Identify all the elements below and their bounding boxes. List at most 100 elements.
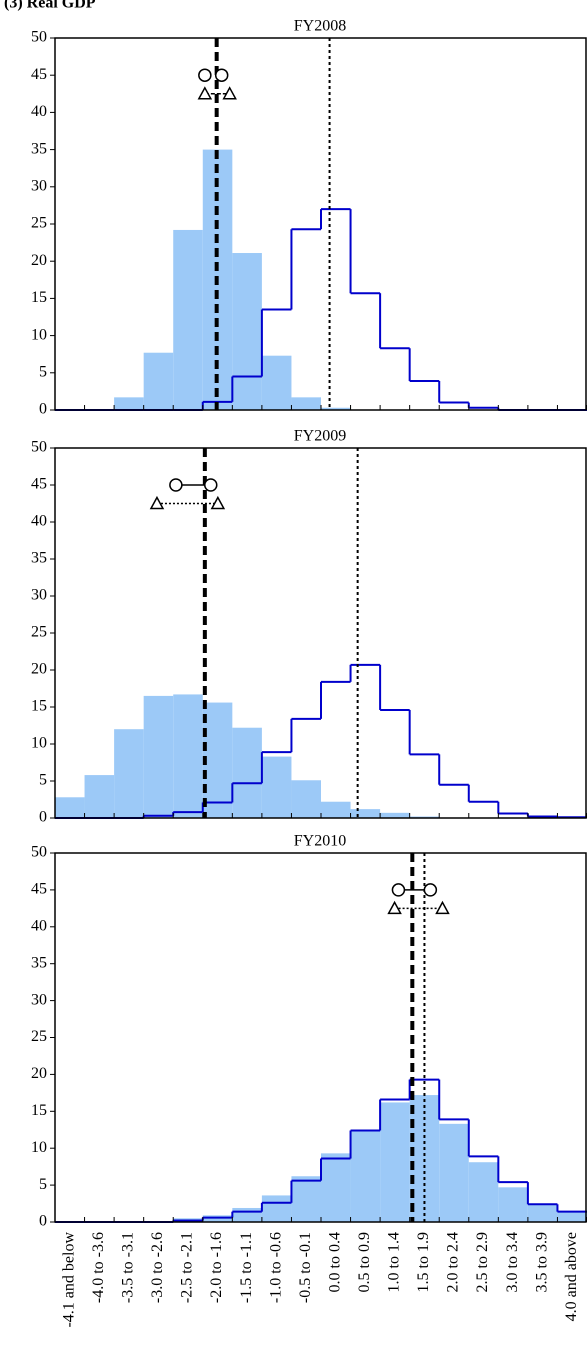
panel-title: FY2008 (294, 18, 346, 35)
y-tick-label: 0 (39, 809, 47, 826)
marker-triangle (222, 86, 237, 100)
y-tick-label: 25 (31, 1028, 47, 1045)
bar (350, 809, 381, 818)
bar (114, 397, 144, 410)
bar (202, 1215, 233, 1222)
y-tick-label: 50 (31, 439, 47, 456)
bar (232, 253, 262, 410)
x-tick-label: 4.0 and above (563, 1232, 580, 1321)
x-tick-label: -3.0 to -2.6 (149, 1232, 166, 1303)
bar (143, 352, 174, 410)
bar (202, 702, 233, 818)
bar (439, 1123, 469, 1222)
y-tick-label: 40 (31, 917, 47, 934)
marker-circle (391, 883, 406, 897)
x-tick-label: 0.5 to 0.9 (356, 1232, 373, 1292)
x-tick-label: 0.0 to 0.4 (326, 1232, 343, 1292)
bar (143, 695, 174, 818)
bar (527, 1205, 558, 1222)
x-tick-label: -0.5 to -0.1 (297, 1232, 314, 1303)
x-tick-label: 3.5 to 3.9 (533, 1232, 550, 1292)
y-tick-label: 0 (39, 1213, 47, 1230)
y-tick-label: 5 (39, 363, 47, 380)
bar (173, 229, 203, 410)
marker-triangle (149, 495, 165, 510)
bar (261, 756, 292, 818)
bar (321, 407, 351, 410)
y-tick-label: 30 (31, 177, 47, 194)
y-tick-label: 15 (31, 289, 47, 306)
y-tick-label: 0 (39, 401, 47, 418)
y-tick-label: 45 (31, 476, 47, 493)
x-tick-label: 1.5 to 1.9 (415, 1232, 432, 1292)
x-tick-label: 2.5 to 2.9 (474, 1232, 491, 1292)
x-tick-label: -1.5 to -1.1 (238, 1232, 255, 1303)
y-tick-label: 15 (31, 1102, 47, 1119)
x-tick-label: -2.5 to -2.1 (179, 1232, 196, 1303)
bar (55, 797, 85, 818)
marker-triangle (387, 900, 402, 915)
bar (409, 1095, 440, 1222)
y-tick-label: 5 (39, 1176, 47, 1193)
y-tick-label: 10 (31, 326, 47, 343)
bar (232, 1207, 262, 1222)
marker-triangle (210, 495, 226, 510)
bar (261, 1195, 292, 1222)
x-tick-label: 3.0 to 3.4 (504, 1232, 521, 1292)
y-tick-label: 35 (31, 140, 47, 157)
bar (468, 1162, 499, 1222)
bar (498, 1187, 528, 1222)
y-tick-label: 40 (31, 513, 47, 530)
panel-title: FY2010 (294, 833, 346, 850)
bar (321, 801, 351, 818)
y-tick-label: 20 (31, 661, 47, 678)
marker-triangle (435, 900, 450, 915)
panel-title: FY2009 (294, 428, 346, 445)
x-tick-label: 1.0 to 1.4 (386, 1232, 403, 1292)
bar (380, 1102, 410, 1222)
bar (350, 1129, 381, 1222)
marker-circle (423, 883, 438, 897)
marker-triangle (197, 86, 213, 100)
y-tick-label: 45 (31, 881, 47, 898)
marker-circle (198, 68, 212, 82)
y-tick-label: 35 (31, 550, 47, 567)
y-tick-label: 5 (39, 772, 47, 789)
marker-circle (214, 68, 229, 82)
x-tick-label: 2.0 to 2.4 (445, 1232, 462, 1292)
bar (291, 780, 321, 818)
y-tick-label: 50 (31, 844, 47, 861)
bar (380, 812, 410, 818)
y-tick-label: 15 (31, 698, 47, 715)
bar (291, 1176, 321, 1222)
y-tick-label: 30 (31, 587, 47, 604)
y-tick-label: 20 (31, 252, 47, 269)
bar (261, 355, 292, 410)
y-tick-label: 35 (31, 954, 47, 971)
x-tick-label: -1.0 to -0.6 (267, 1232, 284, 1303)
bar (321, 1153, 351, 1222)
bar (84, 775, 115, 818)
y-tick-label: 40 (31, 103, 47, 120)
x-tick-label: -4.0 to -3.6 (90, 1232, 107, 1303)
bar (173, 694, 203, 818)
y-tick-label: 25 (31, 624, 47, 641)
marker-circle (204, 478, 218, 492)
x-tick-label: -2.0 to -1.6 (208, 1232, 225, 1303)
marker-circle (169, 478, 183, 492)
y-tick-label: 25 (31, 215, 47, 232)
bar (557, 1210, 587, 1222)
y-tick-label: 10 (31, 735, 47, 752)
page-title: (3) Real GDP (4, 0, 96, 12)
y-tick-label: 20 (31, 1065, 47, 1082)
x-tick-label: -3.5 to -3.1 (120, 1232, 137, 1303)
y-tick-label: 10 (31, 1139, 47, 1156)
y-tick-label: 50 (31, 29, 47, 46)
bar (291, 397, 321, 410)
bar (232, 727, 262, 818)
bar (114, 729, 144, 818)
x-tick-label: -4.1 and below (60, 1232, 77, 1328)
y-tick-label: 30 (31, 991, 47, 1008)
y-tick-label: 45 (31, 66, 47, 83)
